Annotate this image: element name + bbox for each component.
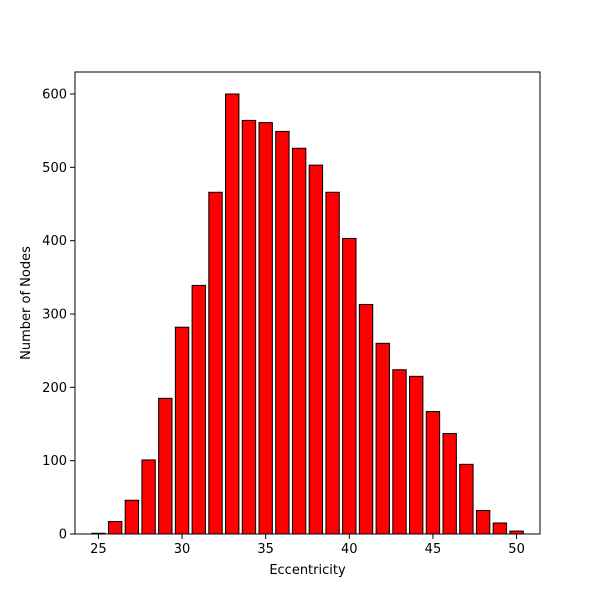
y-tick-label: 400 bbox=[42, 234, 67, 249]
bar-29 bbox=[158, 397, 173, 535]
y-axis-label: Number of Nodes bbox=[19, 246, 34, 360]
bar-30 bbox=[174, 326, 190, 535]
bar-37 bbox=[291, 147, 307, 535]
x-tick-label: 50 bbox=[508, 542, 525, 557]
bar-26 bbox=[107, 521, 123, 535]
x-tick-label: 25 bbox=[90, 542, 107, 557]
bar-44 bbox=[409, 375, 424, 535]
bar-36 bbox=[275, 130, 290, 535]
bar-35 bbox=[258, 122, 273, 535]
bar-28 bbox=[141, 459, 156, 535]
bar-45 bbox=[425, 411, 441, 535]
bar-33 bbox=[225, 93, 240, 535]
x-tick-label: 35 bbox=[257, 542, 274, 557]
bar-48 bbox=[475, 510, 491, 535]
bar-47 bbox=[459, 463, 474, 535]
y-axis-ticks: 0 100 200 300 400 500 600 bbox=[42, 88, 75, 543]
y-tick-label: 0 bbox=[59, 528, 67, 543]
bar-31 bbox=[191, 284, 206, 535]
bar-34 bbox=[241, 119, 257, 535]
y-tick-label: 500 bbox=[42, 161, 67, 176]
bar-49 bbox=[492, 522, 508, 535]
bar-27 bbox=[124, 499, 140, 535]
bar-42 bbox=[375, 342, 390, 535]
y-tick-label: 200 bbox=[42, 381, 67, 396]
x-tick-label: 40 bbox=[341, 542, 358, 557]
x-axis-ticks: 25 30 35 40 45 50 bbox=[90, 534, 525, 557]
bar-32 bbox=[208, 191, 223, 535]
x-tick-label: 45 bbox=[425, 542, 442, 557]
x-axis-label: Eccentricity bbox=[269, 563, 346, 578]
x-tick-label: 30 bbox=[174, 542, 191, 557]
bar-43 bbox=[392, 369, 407, 535]
bars-group bbox=[91, 93, 524, 535]
y-tick-label: 300 bbox=[42, 308, 67, 323]
bar-41 bbox=[358, 303, 374, 535]
bar-39 bbox=[325, 191, 340, 535]
plot-frame bbox=[74, 71, 541, 535]
bar-38 bbox=[308, 164, 324, 535]
y-tick-label: 600 bbox=[42, 88, 67, 103]
bar-40 bbox=[342, 237, 357, 535]
y-tick-label: 100 bbox=[42, 454, 67, 469]
bar-46 bbox=[442, 433, 457, 535]
